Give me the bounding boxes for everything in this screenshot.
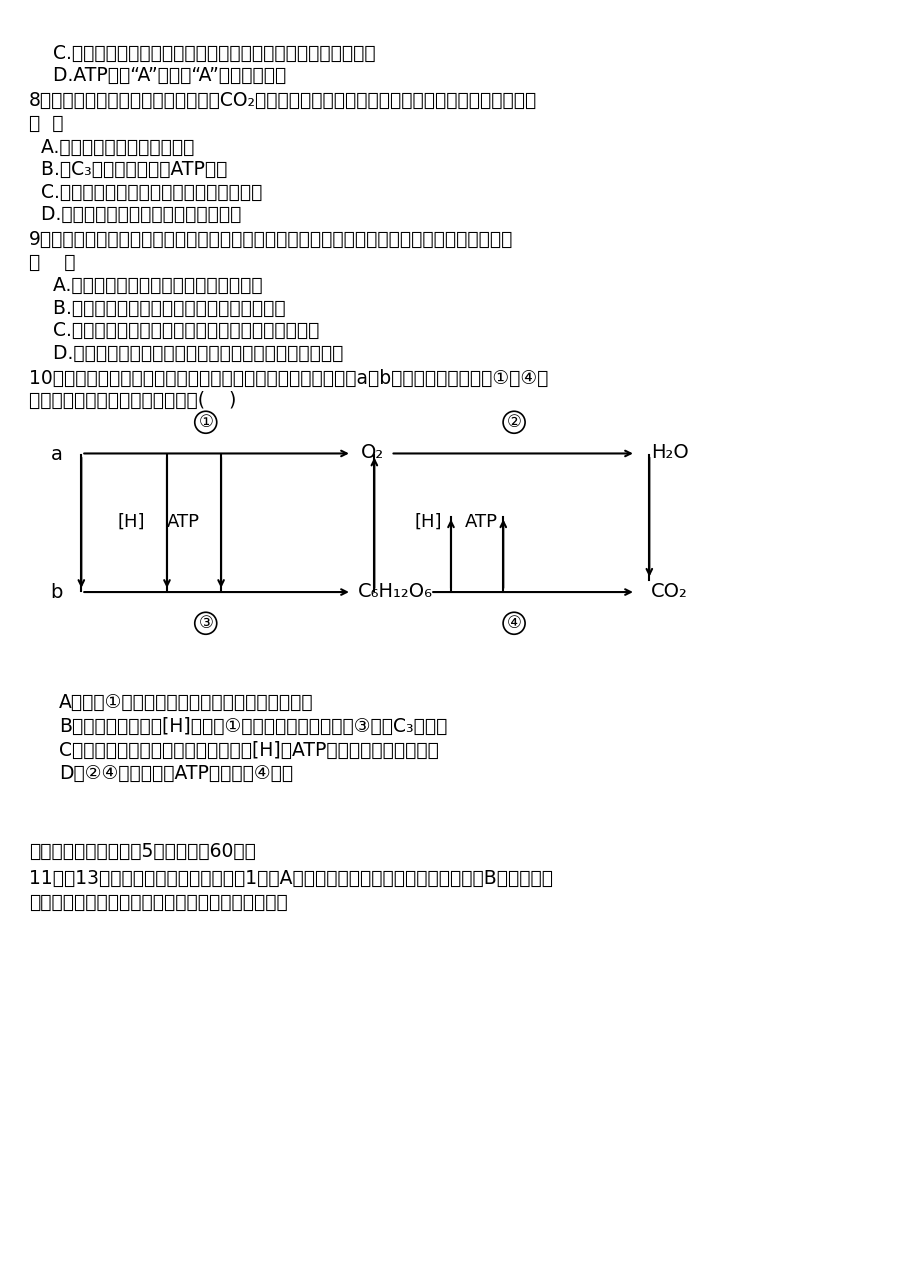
Text: O₂: O₂	[360, 443, 383, 462]
Text: 10、下图表示某绿色植物在生长阶段体内物质的转变情况，图中a、b为光合作用的原料，①～④表: 10、下图表示某绿色植物在生长阶段体内物质的转变情况，图中a、b为光合作用的原料…	[29, 368, 548, 387]
Text: ATP: ATP	[464, 512, 497, 531]
Text: a: a	[51, 445, 62, 464]
Text: D.ATP中的“A”与碱基“A”是同一种物质: D.ATP中的“A”与碱基“A”是同一种物质	[29, 66, 286, 85]
Text: （    ）: （ ）	[29, 252, 75, 271]
Text: CO₂: CO₂	[651, 582, 687, 601]
Text: 11、（13分，除标注的空外，其余每空1分）A图为某植物细胞的亚显微结构模式图，B图示某动物: 11、（13分，除标注的空外，其余每空1分）A图为某植物细胞的亚显微结构模式图，…	[29, 869, 552, 888]
Text: [H]: [H]	[414, 512, 442, 531]
Text: H₂O: H₂O	[651, 443, 688, 462]
Text: B.使C₃还原的还原剂和ATP不足: B.使C₃还原的还原剂和ATP不足	[29, 161, 227, 180]
Text: A．图中①过程进行的场所是叶绿体囊状结构薄膜: A．图中①过程进行的场所是叶绿体囊状结构薄膜	[59, 693, 313, 712]
Text: b: b	[51, 583, 63, 603]
Text: 8、生长于较弱阳光下的植物，当提高CO₂浓度时，光合速率并为加快。对这一现象最可能的解释是: 8、生长于较弱阳光下的植物，当提高CO₂浓度时，光合速率并为加快。对这一现象最可…	[29, 92, 537, 111]
Text: C.青藏高原的哺乳动物细胞产生能量的主要生理过程是有氧呼吸: C.青藏高原的哺乳动物细胞产生能量的主要生理过程是有氧呼吸	[29, 43, 375, 62]
Text: D．②④过程中产生ATP最多的是④过程: D．②④过程中产生ATP最多的是④过程	[59, 764, 292, 784]
Text: C.光合作用和细胞呼吸对于维持碳循环有重要的意义: C.光合作用和细胞呼吸对于维持碳循环有重要的意义	[29, 321, 319, 340]
Text: A.光合作用制造的有机物不一定是葡萄糖: A.光合作用制造的有机物不一定是葡萄糖	[29, 276, 263, 296]
Text: 示相关过程，有关说法不正确的是(    ): 示相关过程，有关说法不正确的是( )	[29, 391, 236, 410]
Text: ①: ①	[199, 413, 213, 432]
Text: C．在有氧呼吸的第一阶段，除了产生[H]、ATP外，产物中还有丙酮酸: C．在有氧呼吸的第一阶段，除了产生[H]、ATP外，产物中还有丙酮酸	[59, 740, 438, 759]
Text: D.促进植物的光合作用，同时抑制其细胞呼吸有利于高产: D.促进植物的光合作用，同时抑制其细胞呼吸有利于高产	[29, 344, 343, 363]
Text: ④: ④	[506, 614, 521, 632]
Text: [H]: [H]	[118, 512, 144, 531]
Text: 二、非选择题（本题共5道小题，共60分）: 二、非选择题（本题共5道小题，共60分）	[29, 842, 255, 861]
Text: ATP: ATP	[166, 512, 199, 531]
Text: ③: ③	[199, 614, 213, 632]
Text: B．光合作用过程中[H]来源于①过程中水的光解，用于③过程C₃的还原: B．光合作用过程中[H]来源于①过程中水的光解，用于③过程C₃的还原	[59, 717, 447, 736]
Text: C₆H₁₂O₆: C₆H₁₂O₆	[357, 582, 433, 601]
Text: ②: ②	[506, 413, 521, 432]
Text: 细胞分泌蛋白合成和分泌的途径，请据图回答问题：: 细胞分泌蛋白合成和分泌的途径，请据图回答问题：	[29, 893, 288, 912]
Text: 9、光合作用制造有机物，而细胞呼吸消耗有机物。有关光合作用和细胞呼吸的说法，不正确的是: 9、光合作用制造有机物，而细胞呼吸消耗有机物。有关光合作用和细胞呼吸的说法，不正…	[29, 231, 513, 248]
Text: C.暗反应过程所需的酶在弱光条件下活性低: C.暗反应过程所需的酶在弱光条件下活性低	[29, 182, 262, 201]
Text: （  ）: （ ）	[29, 113, 63, 132]
Text: D.呼吸作用强，大量消耗光合作用产物: D.呼吸作用强，大量消耗光合作用产物	[29, 205, 241, 224]
Text: B.细胞呼吸的意义之一是为生命活动提供能量: B.细胞呼吸的意义之一是为生命活动提供能量	[29, 298, 286, 317]
Text: A.呼吸作用受阻影响光合作用: A.呼吸作用受阻影响光合作用	[29, 138, 194, 157]
